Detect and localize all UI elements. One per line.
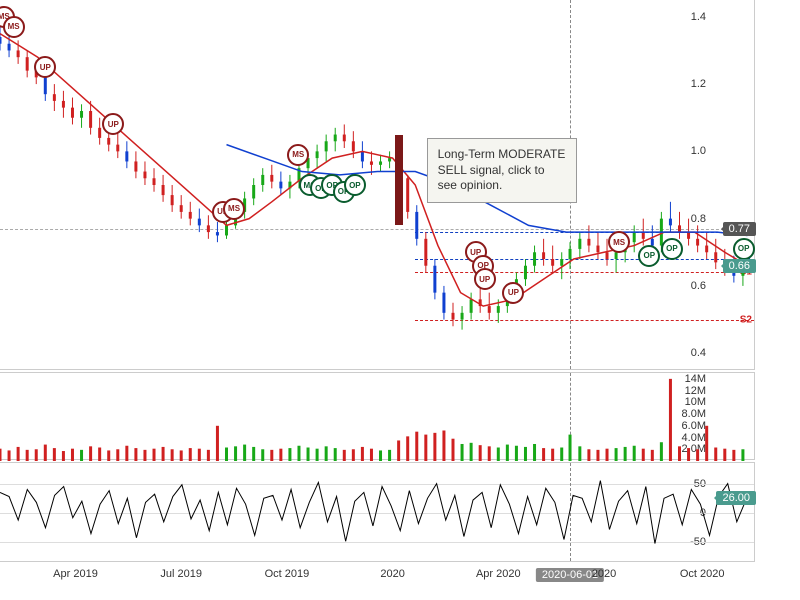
signal-marker-up[interactable]: UP <box>102 113 124 135</box>
signal-marker-op[interactable]: OP <box>638 245 660 267</box>
signal-marker-up[interactable]: UP <box>502 282 524 304</box>
signal-marker-ms[interactable]: MS <box>287 144 309 166</box>
xaxis-tick: Apr 2019 <box>53 568 98 580</box>
xaxis-tick: Oct 2019 <box>265 568 310 580</box>
x-axis: Apr 2019 Jul 2019 Oct 2019 2020 Apr 2020 2020… <box>0 564 755 600</box>
signal-tooltip[interactable]: Long-Term MODERATE SELL signal, click to… <box>427 138 577 203</box>
volume-panel[interactable]: 2.0M4.0M6.0M8.0M10M12M14M <box>0 372 755 460</box>
oscillator-panel[interactable]: -5005026.00 <box>0 462 755 562</box>
event-bar[interactable] <box>395 135 403 226</box>
signal-marker-ms[interactable]: MS <box>223 198 245 220</box>
signal-marker-op[interactable]: OP <box>344 174 366 196</box>
price-label-last: 0.77 <box>723 222 756 236</box>
xaxis-tick: Oct 2020 <box>680 568 725 580</box>
price-panel[interactable]: 0.40.60.81.01.21.4R2R1S1S2MSMSUPUPUPMSMS… <box>0 0 755 370</box>
signal-marker-up[interactable]: UP <box>34 56 56 78</box>
price-label-close: 0.66 <box>723 259 756 273</box>
signal-marker-ms[interactable]: MS <box>3 16 25 38</box>
xaxis-tick: Apr 2020 <box>476 568 521 580</box>
oscillator-label: 26.00 <box>716 491 756 505</box>
stock-chart: 0.40.60.81.01.21.4R2R1S1S2MSMSUPUPUPMSMS… <box>0 0 800 600</box>
xaxis-tick: 2020 <box>380 568 404 580</box>
signal-marker-ms[interactable]: MS <box>608 231 630 253</box>
xaxis-tick: 2020 <box>592 568 616 580</box>
signal-marker-op[interactable]: OP <box>733 238 755 260</box>
xaxis-tick: Jul 2019 <box>160 568 202 580</box>
signal-marker-up[interactable]: UP <box>474 268 496 290</box>
signal-marker-op[interactable]: OP <box>661 238 683 260</box>
